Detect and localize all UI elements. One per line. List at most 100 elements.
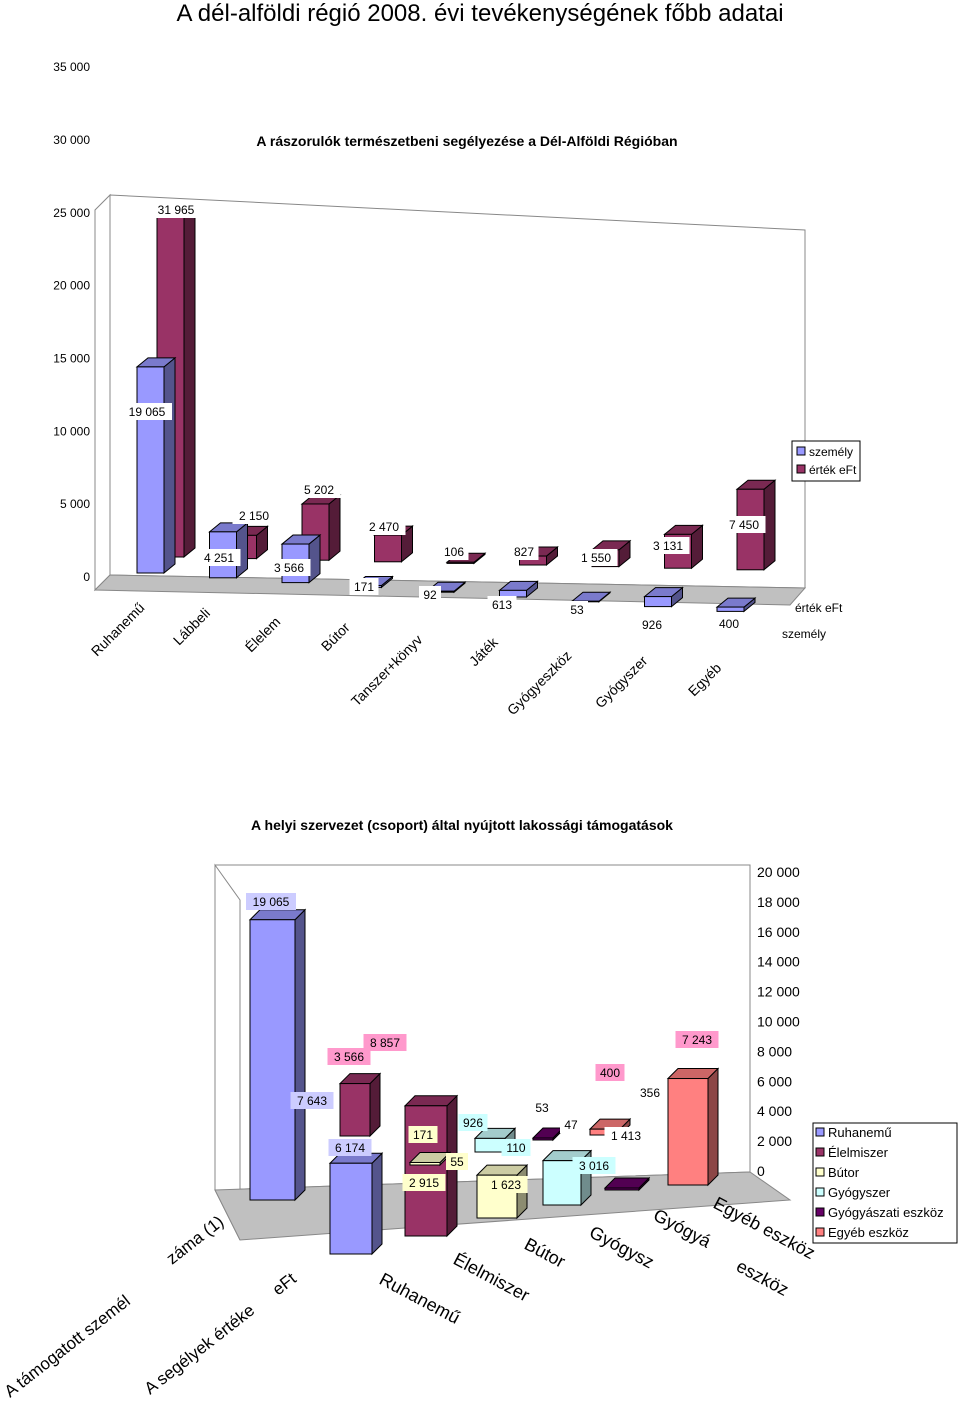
svg-text:926: 926 (642, 618, 662, 632)
data-label-person-7: 926 (637, 616, 667, 633)
svg-text:356: 356 (640, 1086, 660, 1100)
chart1-category-label: Élelem (242, 614, 284, 656)
svg-text:3 566: 3 566 (334, 1050, 364, 1064)
chart1-depth-label-person: személy (782, 627, 826, 641)
chart1-category-label: Lábbeli (170, 605, 213, 648)
chart1-ytick: 0 (83, 570, 90, 584)
svg-text:31 965: 31 965 (158, 203, 195, 217)
chart2-ytick: 16 000 (757, 924, 800, 940)
svg-text:47: 47 (564, 1118, 578, 1132)
svg-text:7 643: 7 643 (297, 1094, 327, 1108)
svg-text:92: 92 (423, 588, 437, 602)
bar-5-1 (666, 1067, 720, 1187)
chart1-category-label: Tanszer+könyv (348, 631, 426, 709)
chart1-legend: személy érték eFt (791, 440, 861, 482)
svg-text:3 131: 3 131 (653, 539, 683, 553)
svg-text:827: 827 (514, 545, 534, 559)
svg-text:2 150: 2 150 (239, 509, 269, 523)
chart1-side-wall (94, 193, 111, 592)
chart2-ytick: 20 000 (757, 864, 800, 880)
data-label-extra-3: 1 623 (484, 1176, 528, 1193)
legend2-label: Gyógyászati eszköz (828, 1205, 944, 1220)
data-label-value-2: 5 202 (297, 481, 341, 498)
chart1-depth-label-value: érték eFt (795, 601, 843, 615)
chart2-ytick: 0 (757, 1163, 765, 1179)
data-label-value-1: 2 150 (232, 507, 276, 524)
chart1-ytick: 10 000 (53, 424, 90, 438)
chart2-category-label-1a: A támogatott személ (1, 1291, 134, 1401)
svg-text:7 243: 7 243 (682, 1033, 712, 1047)
bar-person-0 (135, 356, 177, 575)
svg-text:5 202: 5 202 (304, 483, 334, 497)
chart2-side-wall (214, 863, 241, 1241)
bar-person-7 (643, 586, 684, 608)
svg-text:8 857: 8 857 (370, 1036, 400, 1050)
svg-text:400: 400 (600, 1066, 620, 1080)
chart2-ytick: 2 000 (757, 1133, 792, 1149)
chart1-title: A rászorulók természetbeni segélyezése a… (256, 133, 677, 149)
data-label-value-5: 827 (509, 543, 539, 560)
chart2-depth-label: eszköz (733, 1256, 792, 1300)
chart2-category-label-2b: eFt (269, 1269, 300, 1299)
chart1-category-label: Gyógyszer (592, 652, 651, 711)
chart1-category-label: Egyéb (685, 660, 725, 700)
chart2-depth-label: Bútor (521, 1234, 568, 1272)
data-label-2-1: 2 915 (402, 1174, 446, 1191)
chart-local-support: A helyi szervezet (csoport) által nyújto… (1, 817, 958, 1401)
legend2-label: Egyéb eszköz (828, 1225, 909, 1240)
chart1-ytick: 15 000 (53, 351, 90, 365)
svg-text:400: 400 (719, 617, 739, 631)
chart2-legend: Ruhanemű Élelmiszer Bútor Gyógyszer Gyógyász… (812, 1122, 958, 1244)
chart2-title: A helyi szervezet (csoport) által nyújto… (251, 817, 673, 833)
legend2-label: Gyógyszer (828, 1185, 891, 1200)
bar-person-6 (570, 591, 612, 603)
svg-text:53: 53 (570, 603, 584, 617)
chart1-ytick: 30 000 (53, 133, 90, 147)
svg-text:2 470: 2 470 (369, 520, 399, 534)
chart1-category-label: Ruhanemű (88, 599, 148, 659)
svg-text:55: 55 (450, 1155, 464, 1169)
legend2-swatch (815, 1127, 825, 1137)
chart-natural-aid: A rászorulók természetbeni segélyezése a… (53, 60, 861, 718)
chart2-ytick: 6 000 (757, 1073, 792, 1089)
data-label-extra-4: 1 413 (604, 1127, 648, 1144)
svg-text:19 065: 19 065 (253, 895, 290, 909)
data-label-value-7: 3 131 (646, 537, 690, 554)
chart2-ytick: 18 000 (757, 894, 800, 910)
svg-text:4 251: 4 251 (204, 551, 234, 565)
data-label-0-1: 6 174 (328, 1139, 372, 1156)
data-label-5-0: 400 (595, 1064, 625, 1081)
data-label-3-0: 926 (458, 1114, 488, 1131)
chart1-ytick: 5 000 (60, 497, 90, 511)
data-label-value-0: 31 965 (151, 201, 201, 218)
svg-text:53: 53 (535, 1101, 549, 1115)
legend2-label: Élelmiszer (828, 1145, 889, 1160)
data-label-4-0: 53 (531, 1099, 553, 1116)
legend-swatch-value (796, 464, 806, 474)
chart2-ytick: 4 000 (757, 1103, 792, 1119)
svg-text:171: 171 (354, 580, 374, 594)
data-label-extra-5: 356 (635, 1084, 665, 1101)
data-label-person-5: 613 (487, 596, 517, 613)
legend2-label: Bútor (828, 1165, 860, 1180)
legend-label-value: érték eFt (809, 463, 857, 477)
data-label-0-0: 19 065 (246, 893, 296, 910)
data-label-extra-1: 55 (446, 1153, 468, 1170)
svg-text:3 016: 3 016 (579, 1159, 609, 1173)
svg-text:6 174: 6 174 (335, 1141, 365, 1155)
bar-4-1 (603, 1176, 651, 1192)
data-label-person-2: 3 566 (267, 559, 311, 576)
chart1-category-label: Gyógyeszköz (504, 647, 575, 718)
svg-text:171: 171 (413, 1128, 433, 1142)
bar-1-0 (338, 1072, 382, 1138)
legend2-swatch (815, 1227, 825, 1237)
chart1-ytick: 35 000 (53, 60, 90, 74)
svg-text:1 550: 1 550 (581, 551, 611, 565)
legend2-swatch (815, 1187, 825, 1197)
data-label-value-8: 7 450 (722, 516, 766, 533)
chart2-depth-label: Ruhanemű (376, 1269, 463, 1328)
svg-text:110: 110 (506, 1141, 525, 1155)
bar-person-5 (498, 580, 539, 599)
data-label-person-8: 400 (714, 615, 744, 632)
svg-text:7 450: 7 450 (729, 518, 759, 532)
